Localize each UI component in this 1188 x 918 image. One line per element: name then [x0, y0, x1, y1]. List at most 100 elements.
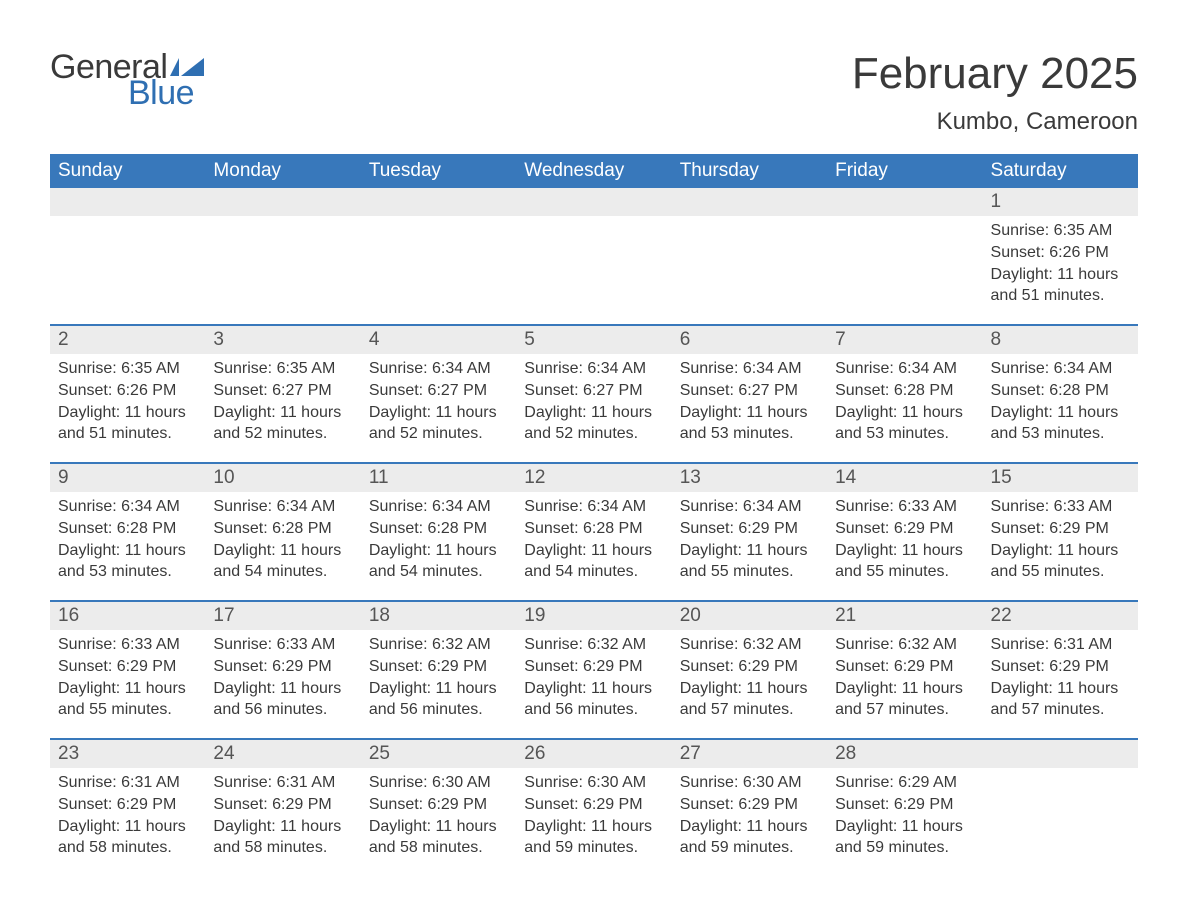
day-detail-row: Sunrise: 6:34 AMSunset: 6:28 PMDaylight:… [50, 492, 1138, 600]
day-detail: Sunrise: 6:30 AMSunset: 6:29 PMDaylight:… [516, 768, 671, 876]
sunset-text: Sunset: 6:28 PM [835, 380, 974, 402]
daylight-line1: Daylight: 11 hours [524, 816, 663, 838]
sunset-text: Sunset: 6:29 PM [58, 794, 197, 816]
daylight-line2: and 56 minutes. [213, 699, 352, 721]
sunset-text: Sunset: 6:29 PM [213, 656, 352, 678]
day-detail-row: Sunrise: 6:31 AMSunset: 6:29 PMDaylight:… [50, 768, 1138, 876]
header-row: General Blue February 2025 Kumbo, Camero… [50, 50, 1138, 136]
sunset-text: Sunset: 6:29 PM [369, 794, 508, 816]
sunset-text: Sunset: 6:28 PM [991, 380, 1130, 402]
sunset-text: Sunset: 6:29 PM [524, 794, 663, 816]
day-detail: Sunrise: 6:31 AMSunset: 6:29 PMDaylight:… [50, 768, 205, 876]
day-number-row: 9101112131415 [50, 464, 1138, 492]
day-number: 17 [205, 602, 360, 630]
daylight-line1: Daylight: 11 hours [213, 402, 352, 424]
sunrise-text: Sunrise: 6:31 AM [213, 772, 352, 794]
daylight-line2: and 57 minutes. [680, 699, 819, 721]
sunrise-text: Sunrise: 6:34 AM [991, 358, 1130, 380]
day-number: 5 [516, 326, 671, 354]
daylight-line1: Daylight: 11 hours [835, 678, 974, 700]
day-detail [50, 216, 205, 324]
daylight-line1: Daylight: 11 hours [680, 540, 819, 562]
day-number: 28 [827, 740, 982, 768]
day-number: 22 [983, 602, 1138, 630]
day-detail: Sunrise: 6:35 AMSunset: 6:26 PMDaylight:… [50, 354, 205, 462]
day-number: 13 [672, 464, 827, 492]
daylight-line2: and 59 minutes. [524, 837, 663, 859]
sunset-text: Sunset: 6:26 PM [991, 242, 1130, 264]
daylight-line1: Daylight: 11 hours [369, 816, 508, 838]
daylight-line2: and 52 minutes. [369, 423, 508, 445]
day-detail: Sunrise: 6:34 AMSunset: 6:28 PMDaylight:… [827, 354, 982, 462]
day-detail [827, 216, 982, 324]
daylight-line2: and 51 minutes. [58, 423, 197, 445]
day-detail-row: Sunrise: 6:33 AMSunset: 6:29 PMDaylight:… [50, 630, 1138, 738]
daylight-line2: and 58 minutes. [58, 837, 197, 859]
day-detail: Sunrise: 6:31 AMSunset: 6:29 PMDaylight:… [205, 768, 360, 876]
daylight-line2: and 57 minutes. [835, 699, 974, 721]
day-detail: Sunrise: 6:29 AMSunset: 6:29 PMDaylight:… [827, 768, 982, 876]
sunrise-text: Sunrise: 6:34 AM [835, 358, 974, 380]
day-detail: Sunrise: 6:31 AMSunset: 6:29 PMDaylight:… [983, 630, 1138, 738]
daylight-line2: and 52 minutes. [213, 423, 352, 445]
daylight-line2: and 59 minutes. [835, 837, 974, 859]
day-detail: Sunrise: 6:34 AMSunset: 6:28 PMDaylight:… [361, 492, 516, 600]
sunrise-text: Sunrise: 6:32 AM [835, 634, 974, 656]
weeks-container: 1Sunrise: 6:35 AMSunset: 6:26 PMDaylight… [50, 188, 1138, 876]
daylight-line1: Daylight: 11 hours [680, 678, 819, 700]
day-detail: Sunrise: 6:34 AMSunset: 6:28 PMDaylight:… [50, 492, 205, 600]
calendar-grid: Sunday Monday Tuesday Wednesday Thursday… [50, 154, 1138, 876]
day-number [827, 188, 982, 216]
weekday-header: Friday [827, 154, 982, 188]
weekday-header: Thursday [672, 154, 827, 188]
calendar-page: General Blue February 2025 Kumbo, Camero… [0, 0, 1188, 916]
day-detail [361, 216, 516, 324]
day-detail: Sunrise: 6:35 AMSunset: 6:27 PMDaylight:… [205, 354, 360, 462]
day-number [361, 188, 516, 216]
sunset-text: Sunset: 6:29 PM [680, 518, 819, 540]
daylight-line1: Daylight: 11 hours [58, 402, 197, 424]
day-number: 2 [50, 326, 205, 354]
daylight-line1: Daylight: 11 hours [524, 678, 663, 700]
day-number: 23 [50, 740, 205, 768]
day-number: 25 [361, 740, 516, 768]
sunset-text: Sunset: 6:29 PM [835, 518, 974, 540]
day-number: 9 [50, 464, 205, 492]
day-detail [672, 216, 827, 324]
day-detail: Sunrise: 6:34 AMSunset: 6:28 PMDaylight:… [205, 492, 360, 600]
calendar-week: 16171819202122Sunrise: 6:33 AMSunset: 6:… [50, 600, 1138, 738]
day-number: 24 [205, 740, 360, 768]
sunset-text: Sunset: 6:29 PM [835, 794, 974, 816]
day-number: 7 [827, 326, 982, 354]
day-detail: Sunrise: 6:34 AMSunset: 6:29 PMDaylight:… [672, 492, 827, 600]
sunrise-text: Sunrise: 6:32 AM [680, 634, 819, 656]
day-number: 14 [827, 464, 982, 492]
daylight-line2: and 54 minutes. [369, 561, 508, 583]
brand-logo: General Blue [50, 50, 204, 110]
day-detail: Sunrise: 6:33 AMSunset: 6:29 PMDaylight:… [827, 492, 982, 600]
daylight-line2: and 56 minutes. [524, 699, 663, 721]
day-number [205, 188, 360, 216]
daylight-line1: Daylight: 11 hours [213, 540, 352, 562]
day-number [516, 188, 671, 216]
sunrise-text: Sunrise: 6:34 AM [524, 496, 663, 518]
day-number: 18 [361, 602, 516, 630]
day-number: 15 [983, 464, 1138, 492]
sunset-text: Sunset: 6:27 PM [524, 380, 663, 402]
day-number-row: 1 [50, 188, 1138, 216]
sunset-text: Sunset: 6:29 PM [680, 794, 819, 816]
daylight-line1: Daylight: 11 hours [991, 678, 1130, 700]
daylight-line2: and 59 minutes. [680, 837, 819, 859]
calendar-week: 1Sunrise: 6:35 AMSunset: 6:26 PMDaylight… [50, 188, 1138, 324]
day-detail: Sunrise: 6:34 AMSunset: 6:27 PMDaylight:… [361, 354, 516, 462]
weekday-header: Saturday [983, 154, 1138, 188]
daylight-line2: and 54 minutes. [213, 561, 352, 583]
sunrise-text: Sunrise: 6:34 AM [369, 496, 508, 518]
day-number: 10 [205, 464, 360, 492]
day-number: 20 [672, 602, 827, 630]
sunrise-text: Sunrise: 6:32 AM [524, 634, 663, 656]
day-detail: Sunrise: 6:32 AMSunset: 6:29 PMDaylight:… [672, 630, 827, 738]
title-block: February 2025 Kumbo, Cameroon [852, 50, 1138, 136]
sunrise-text: Sunrise: 6:35 AM [213, 358, 352, 380]
calendar-week: 232425262728Sunrise: 6:31 AMSunset: 6:29… [50, 738, 1138, 876]
